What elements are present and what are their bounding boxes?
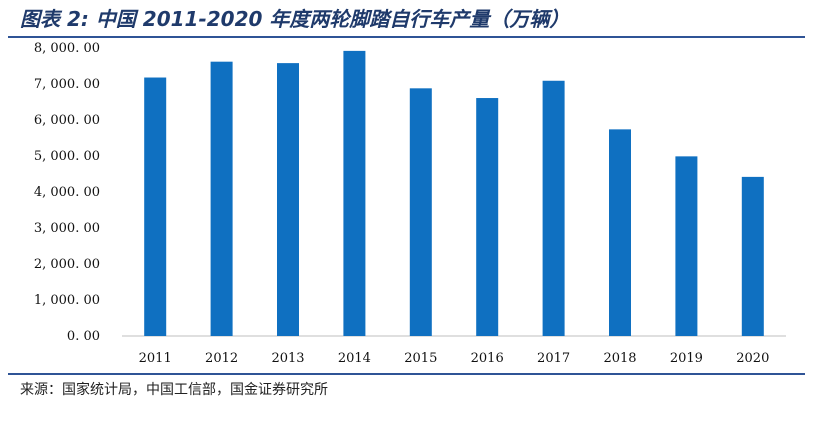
y-tick-label: 5, 000. 00 <box>34 149 100 164</box>
bar-2014 <box>343 50 366 336</box>
x-tick-label: 2019 <box>670 351 703 366</box>
y-tick-label: 0. 00 <box>67 329 100 344</box>
x-tick-label: 2015 <box>404 351 437 366</box>
x-tick-label: 2011 <box>139 351 172 366</box>
bar-2018 <box>609 129 631 336</box>
x-tick-label: 2013 <box>271 351 304 366</box>
y-tick-label: 4, 000. 00 <box>34 185 100 200</box>
bar-2017 <box>542 80 565 336</box>
y-tick-label: 7, 000. 00 <box>34 77 100 92</box>
y-tick-label: 3, 000. 00 <box>34 221 100 236</box>
x-tick-label: 2014 <box>338 351 371 366</box>
y-tick-label: 1, 000. 00 <box>34 293 100 308</box>
bar-2015 <box>409 88 432 336</box>
x-tick-label: 2012 <box>205 351 238 366</box>
y-tick-label: 8, 000. 00 <box>34 41 100 56</box>
x-tick-label: 2016 <box>471 351 504 366</box>
figure-title: 图表 2: 中国 2011-2020 年度两轮脚踏自行车产量（万辆） <box>20 7 570 31</box>
source-note: 来源：国家统计局，中国工信部，国金证券研究所 <box>20 382 328 398</box>
y-tick-label: 6, 000. 00 <box>34 113 100 128</box>
x-tick-label: 2017 <box>537 351 570 366</box>
bar-2012 <box>210 61 233 337</box>
bar-2020 <box>741 176 764 336</box>
y-tick-label: 2, 000. 00 <box>34 257 100 272</box>
bar-2019 <box>675 156 698 336</box>
bar-2013 <box>277 63 299 337</box>
bar-2016 <box>476 98 499 336</box>
top-rule <box>8 36 805 38</box>
bottom-rule <box>8 373 805 375</box>
bar-2011 <box>144 77 167 336</box>
bar-chart: 0. 00 1, 000. 00 2, 000. 00 3, 000. 00 4, 00… <box>34 41 786 366</box>
x-tick-label: 2020 <box>736 351 769 366</box>
x-tick-label: 2018 <box>603 351 636 366</box>
